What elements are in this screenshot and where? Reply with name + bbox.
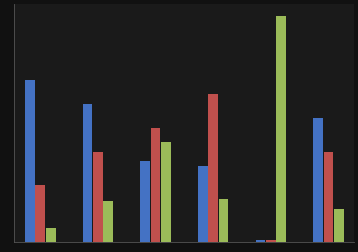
Bar [219,199,228,242]
Bar [151,128,160,242]
Bar [313,119,323,242]
Bar [208,95,218,242]
Bar [161,142,171,242]
Bar [83,105,92,242]
Bar [140,161,150,242]
Bar [266,240,276,242]
Bar [46,228,55,242]
Bar [198,166,208,242]
Bar [334,209,344,242]
Bar [256,240,265,242]
Bar [25,81,35,242]
Bar [35,185,45,242]
Bar [276,17,286,242]
Bar [103,202,113,242]
Bar [324,152,333,242]
Bar [93,152,103,242]
